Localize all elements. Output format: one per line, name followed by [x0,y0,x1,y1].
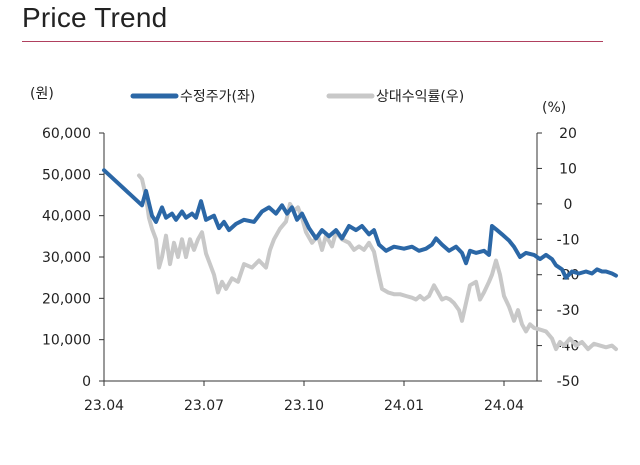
chart-title: Price Trend [22,2,168,33]
right-tick-label: 20 [559,126,577,142]
right-axis-unit: (%) [542,100,566,116]
left-tick-label: 0 [82,374,91,390]
series-line-relative-return [137,173,618,352]
left-tick-label: 20,000 [42,291,91,307]
left-tick-label: 60,000 [42,126,91,142]
x-tick-label: 24.01 [384,398,424,414]
series-lines [102,168,618,352]
series-line-price [102,168,618,280]
x-tick-label: 24.04 [484,398,524,414]
x-tick-label: 23.04 [84,398,124,414]
x-tick-label: 23.07 [184,398,224,414]
left-tick-label: 30,000 [42,250,91,266]
x-tick-label: 23.10 [284,398,324,414]
right-tick-label: -50 [557,374,580,390]
legend-label-price: 수정주가(좌) [180,89,255,105]
left-tick-label: 50,000 [42,167,91,183]
legend-label-relative-return: 상대수익률(우) [376,89,464,105]
title-underline [22,41,603,42]
left-tick-label: 10,000 [42,333,91,349]
left-tick-label: 40,000 [42,209,91,225]
right-tick-label: 10 [559,161,577,177]
left-axis-unit: (원) [30,86,54,102]
axes: 0 10,000 20,000 30,000 40,000 50,000 60,000 -50… [42,126,579,414]
right-tick-label: -30 [557,303,580,319]
right-tick-label: 0 [564,197,573,213]
right-tick-label: -10 [557,232,580,248]
